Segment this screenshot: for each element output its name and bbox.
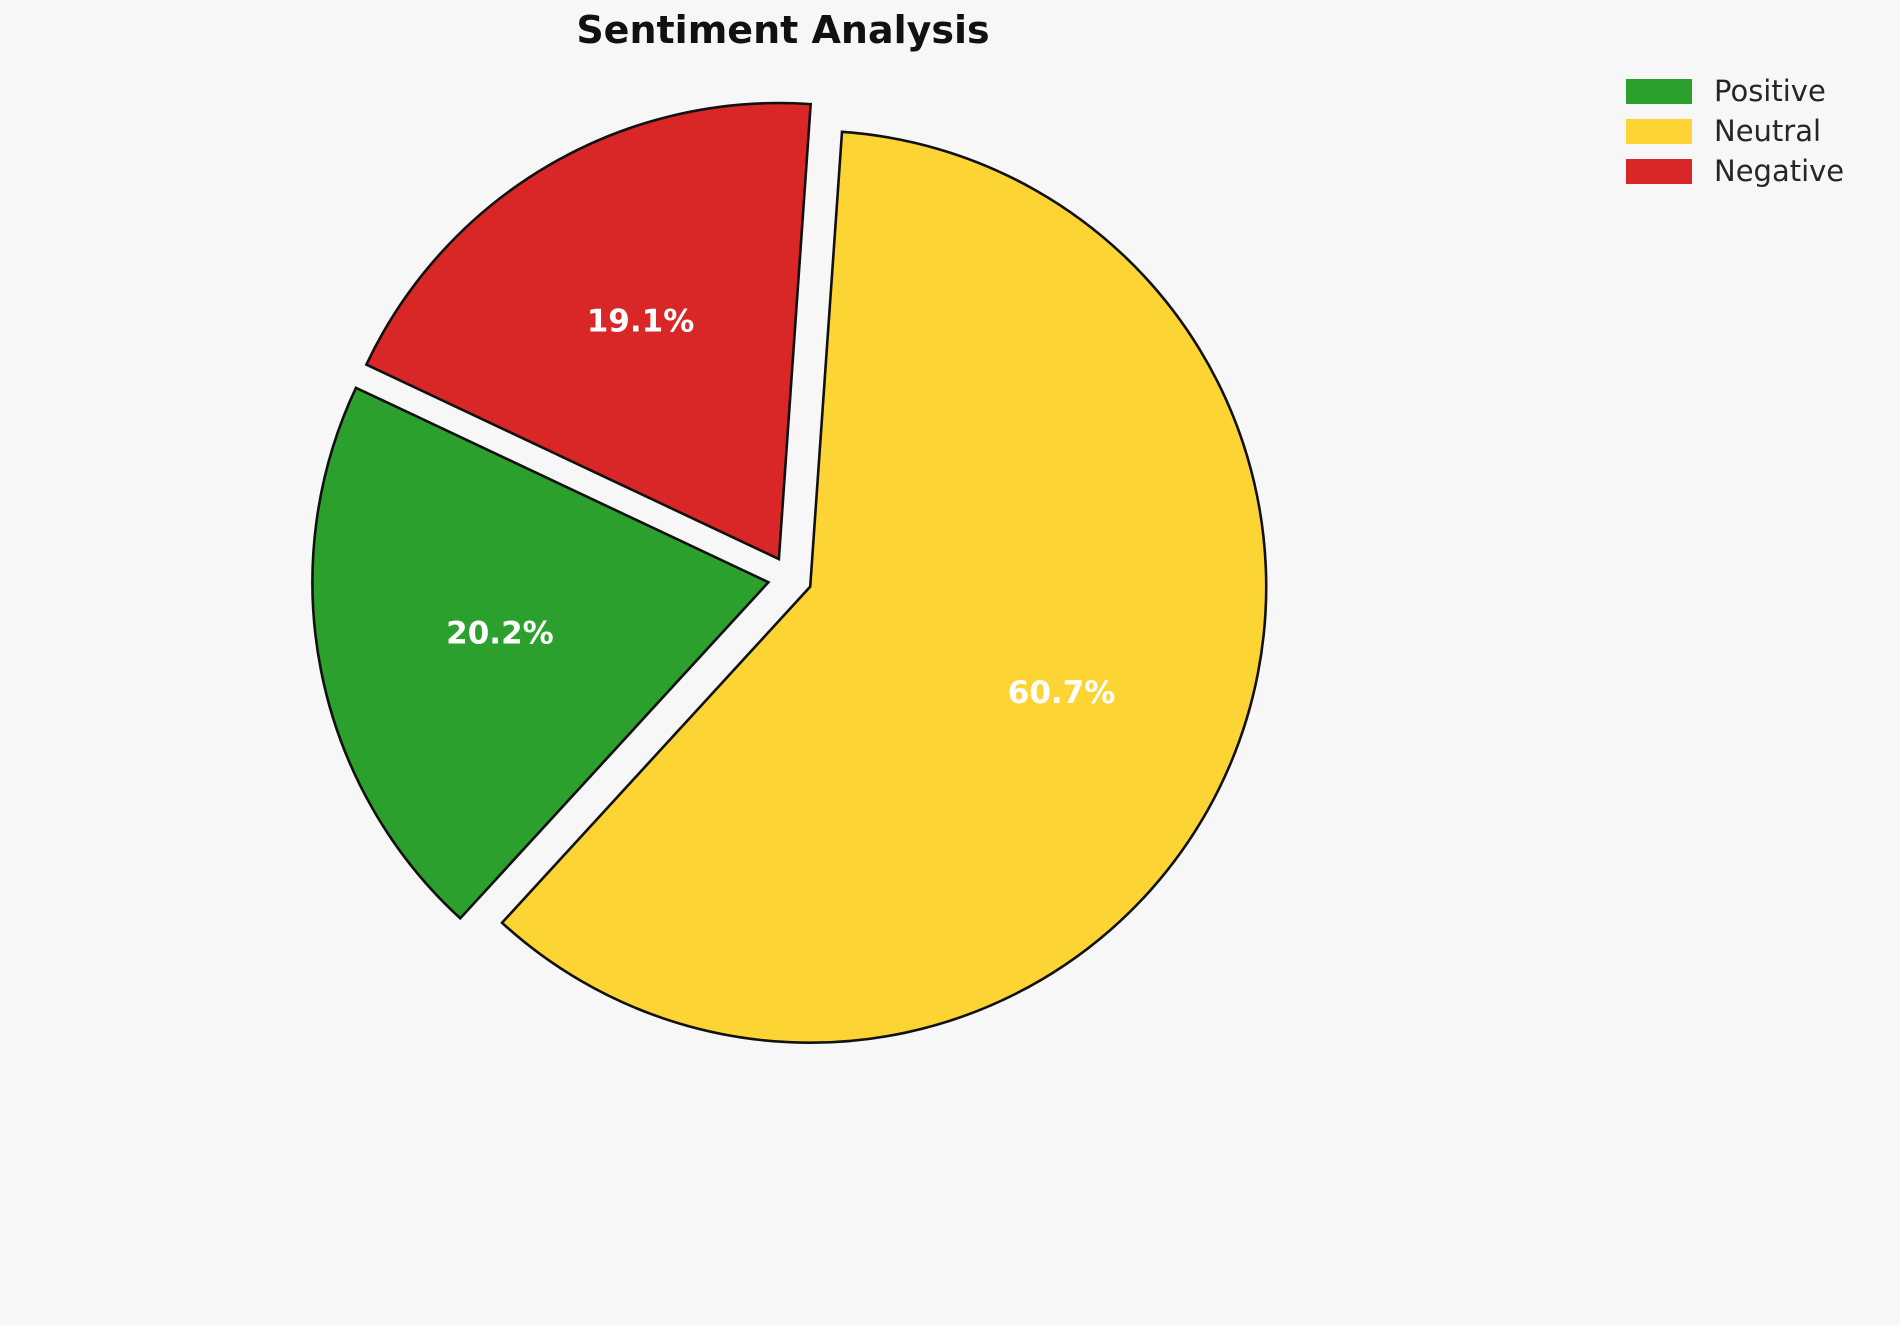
- legend-item[interactable]: Neutral: [1626, 113, 1844, 148]
- pie-slice[interactable]: [500, 130, 1268, 1044]
- legend-color-swatch: [1626, 158, 1692, 184]
- legend-item-label: Negative: [1714, 153, 1845, 188]
- legend-item-label: Positive: [1714, 73, 1826, 108]
- pie-slice-percent-label: 20.2%: [446, 616, 554, 652]
- pie-slices: [311, 101, 1268, 1044]
- pie-slice-labels: 60.7% 20.2% 19.1%: [446, 303, 1115, 711]
- legend-color-swatch: [1626, 78, 1692, 104]
- pie-slice-percent-label: 60.7%: [1008, 675, 1116, 711]
- pie-slice[interactable]: [364, 101, 813, 562]
- legend-item-label: Neutral: [1714, 113, 1822, 148]
- legend-item[interactable]: Negative: [1626, 153, 1845, 188]
- chart-title: Sentiment Analysis: [576, 8, 990, 52]
- legend-color-swatch: [1626, 118, 1692, 144]
- pie-slice-percent-label: 19.1%: [587, 303, 695, 339]
- legend: Positive Neutral Negative: [1626, 73, 1845, 188]
- legend-item[interactable]: Positive: [1626, 73, 1844, 108]
- pie-slice[interactable]: [311, 386, 771, 921]
